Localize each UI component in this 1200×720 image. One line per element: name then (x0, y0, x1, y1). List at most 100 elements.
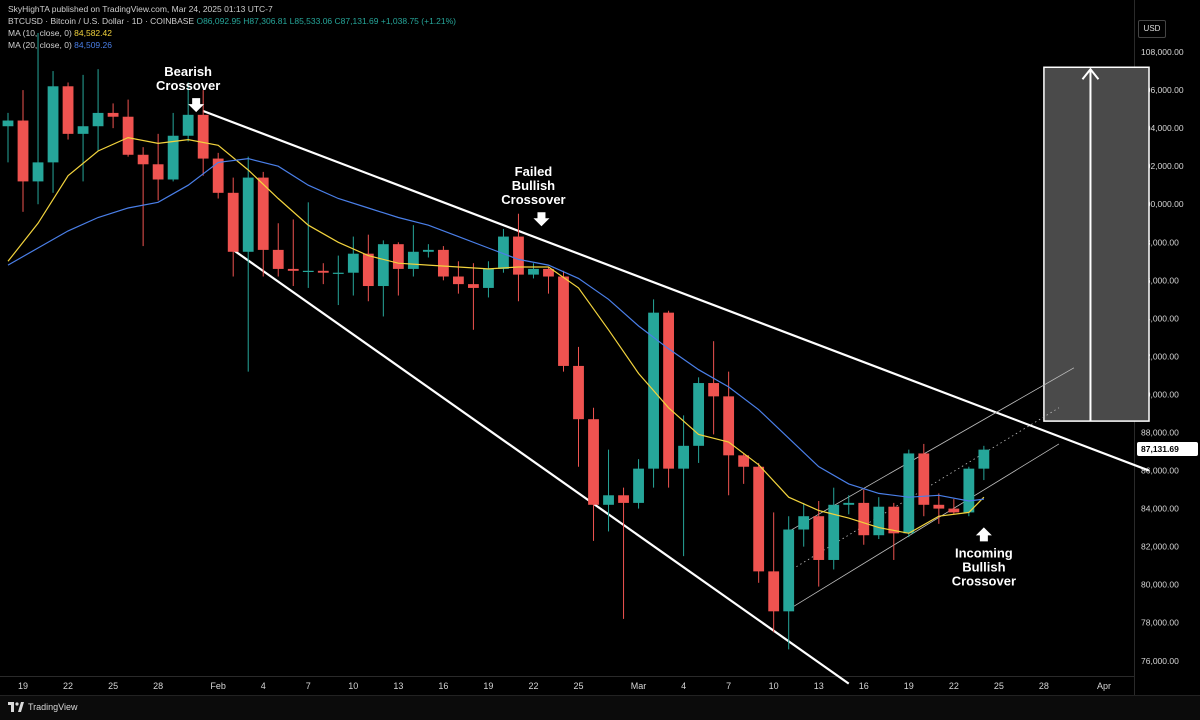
candle-body (228, 193, 239, 252)
candle-body (3, 121, 14, 127)
candle-body (303, 271, 314, 272)
candle-body (843, 503, 854, 505)
candle-body (858, 503, 869, 535)
candle-body (33, 162, 44, 181)
candle-body (588, 419, 599, 505)
candle-body (948, 509, 959, 513)
target-box (1044, 67, 1149, 421)
candle-body (408, 252, 419, 269)
x-tick-label: 25 (573, 681, 583, 691)
candle-body (318, 271, 329, 273)
ma20-value: 84,509.26 (74, 40, 112, 50)
high-value: H87,306.81 (243, 16, 287, 26)
candle-body (603, 495, 614, 505)
candle-body (738, 455, 749, 466)
candle-body (963, 469, 974, 513)
ma20-line[interactable]: MA (20, close, 0) 84,509.26 (8, 39, 456, 51)
tradingview-logo[interactable]: TradingView (8, 702, 78, 712)
candle-body (78, 126, 89, 134)
annotation-text: Bearish (164, 64, 212, 79)
ma10-line[interactable]: MA (10, close, 0) 84,582.42 (8, 27, 456, 39)
candle-body (633, 469, 644, 503)
candle-body (213, 159, 224, 193)
tradingview-brand: TradingView (28, 702, 78, 712)
candle-body (153, 164, 164, 179)
ma10-line (8, 138, 984, 534)
y-tick-label: 82,000.00 (1141, 542, 1179, 552)
candle-body (63, 86, 74, 134)
candle-body (378, 244, 389, 286)
candle-body (513, 237, 524, 275)
annotation-arrow-down (188, 98, 204, 112)
x-tick-label: 13 (814, 681, 824, 691)
candle-body (708, 383, 719, 396)
x-tick-label: 25 (108, 681, 118, 691)
y-tick-label: 80,000.00 (1141, 580, 1179, 590)
annotation-arrow-down (533, 212, 549, 226)
upper-wedge-line (203, 111, 1149, 471)
published-line: SkyHighTA published on TradingView.com, … (8, 3, 456, 15)
candle-body (348, 254, 359, 273)
candle-body (423, 250, 434, 252)
candle-body (333, 273, 344, 274)
candle-body (678, 446, 689, 469)
x-tick-label: 22 (528, 681, 538, 691)
annotation-text: Crossover (501, 192, 565, 207)
candle-body (723, 396, 734, 455)
ma10-label: MA (10, close, 0) (8, 28, 72, 38)
open-value: O86,092.95 (196, 16, 240, 26)
tradingview-icon (8, 702, 24, 712)
x-tick-label: 19 (904, 681, 914, 691)
candle-body (813, 516, 824, 560)
symbol-line: BTCUSD · Bitcoin / U.S. Dollar · 1D · CO… (8, 15, 456, 27)
candle-body (198, 115, 209, 159)
annotation-text: Bullish (962, 559, 1005, 574)
x-tick-label: 7 (306, 681, 311, 691)
candle-body (753, 467, 764, 572)
candle-body (138, 155, 149, 165)
candle-body (528, 269, 539, 275)
symbol-text[interactable]: BTCUSD · Bitcoin / U.S. Dollar · 1D · CO… (8, 16, 194, 26)
last-price-label: 87,131.69 (1141, 444, 1179, 454)
footer-bar: TradingView (0, 695, 1200, 720)
x-tick-label: 19 (18, 681, 28, 691)
candle-body (798, 516, 809, 529)
x-tick-label: 19 (483, 681, 493, 691)
candle-body (468, 284, 479, 288)
x-tick-label: 28 (153, 681, 163, 691)
ma20-line (8, 159, 984, 501)
y-tick-label: 84,000.00 (1141, 504, 1179, 514)
candle-body (183, 115, 194, 136)
low-value: L85,533.06 (290, 16, 333, 26)
ma20-label: MA (20, close, 0) (8, 40, 72, 50)
x-tick-label: 28 (1039, 681, 1049, 691)
x-tick-label: 7 (726, 681, 731, 691)
candle-body (48, 86, 59, 162)
annotation-arrow-up (976, 527, 992, 541)
x-tick-label: 10 (769, 681, 779, 691)
y-tick-label: 88,000.00 (1141, 428, 1179, 438)
candle-body (453, 277, 464, 285)
x-tick-label: Mar (631, 681, 647, 691)
x-tick-label: 22 (949, 681, 959, 691)
candle-body (903, 453, 914, 533)
annotation-text: Incoming (955, 545, 1013, 560)
candle-body (243, 178, 254, 252)
candle-body (108, 113, 119, 117)
candle-body (573, 366, 584, 419)
candle-body (768, 571, 779, 611)
candle-body (363, 254, 374, 286)
candle-body (783, 530, 794, 612)
annotation-text: Failed (515, 164, 553, 179)
annotation-text: Bullish (512, 178, 555, 193)
candle-body (438, 250, 449, 277)
candle-body (558, 277, 569, 366)
currency-button[interactable]: USD (1138, 20, 1166, 38)
y-tick-label: 78,000.00 (1141, 618, 1179, 628)
x-tick-label: 16 (859, 681, 869, 691)
chart-legend: SkyHighTA published on TradingView.com, … (8, 3, 456, 51)
candle-body (483, 269, 494, 288)
x-tick-label: Apr (1097, 681, 1111, 691)
